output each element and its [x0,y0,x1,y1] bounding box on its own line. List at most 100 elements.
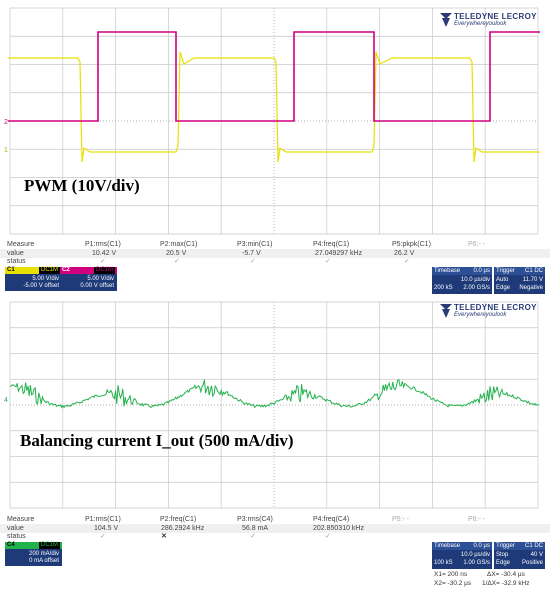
channel-c4-offset: 0 mA offset [29,558,59,564]
teledyne-logo-icon [440,304,452,318]
top-trigger-box[interactable]: Trigger C1 DC Auto 11.70 V Edge Negative [494,267,545,294]
measure-value-row: value 104.5 V 286.2924 kHz 56.8 mA 202.8… [0,524,550,533]
trigger-header [494,267,545,275]
p3-value: -5.7 V [242,250,261,257]
brand-name: TELEDYNE LECROY [454,12,537,21]
c1-pwm-trace [8,51,540,163]
bottom-waveform-display: 4 [4,301,540,509]
channel-c1-name: C1 [7,267,15,273]
trigger-label: Trigger [496,268,515,274]
p4-value: 202.850310 kHz [313,525,364,532]
p3-header[interactable]: P3:rms(C4) [237,516,273,523]
bottom-timebase-box[interactable]: Timebase 0.0 µs 10.0 µs/div 100 kS 1.00 … [432,542,492,569]
trigger-mode: Stop [496,552,509,558]
trigger-channel: C1 DC [524,268,543,274]
p5-value: 26.2 V [394,250,415,257]
top-waveform-display: 2 1 [4,7,540,235]
cursor-inverse-delta: 1/ΔX= -32.9 kHz [482,580,530,587]
p3-header[interactable]: P3:min(C1) [237,241,273,248]
cursor-x1: X1= 200 ns [434,571,468,578]
channel-c4-vdiv: 200 mA/div [28,551,59,557]
timebase-header [432,542,492,550]
timebase-samples: 100 kS [434,560,453,566]
cursor-readout: X1= 200 ns ΔX= -30.4 µs X2= -30.2 µs 1/Δ… [432,571,550,589]
p5-header[interactable]: P5:- - [392,516,410,523]
p1-header[interactable]: P1:rms(C1) [85,241,121,248]
timebase-label: Timebase [434,543,461,549]
channel-c4-box[interactable]: C4 DC1M 200 mA/div 0 mA offset [5,542,62,566]
timebase-position: 0.0 µs [473,268,490,274]
timebase-div: 10.0 µs/div [460,277,490,283]
measure-value-row: value 10.42 V 20.5 V -5.7 V 27.049297 kH… [0,249,550,258]
status-check-icon: ✓ [250,533,256,540]
status-error-icon: ✕ [161,533,167,540]
top-timebase-box[interactable]: Timebase 0.0 µs 10.0 µs/div 200 kS 2.00 … [432,267,492,294]
channel-c2-header [60,267,117,274]
p2-header[interactable]: P2:max(C1) [160,241,198,248]
timebase-position: 0.0 µs [473,543,490,549]
brand-name: TELEDYNE LECROY [454,303,537,312]
top-caption: PWM (10V/div) [24,176,140,195]
c4-ground-marker: 4 [4,397,8,404]
channel-c1-offset: -5.00 V offset [23,283,59,289]
value-label: value [7,250,24,257]
p1-header[interactable]: P1:rms(C1) [85,516,121,523]
c2-pwm-trace [8,31,540,122]
trigger-header [494,542,545,550]
c2-ground-marker: 2 [4,119,8,126]
teledyne-logo-bottom: TELEDYNE LECROY Everywhereyoulook [440,303,550,323]
p1-value: 104.5 V [94,525,119,532]
timebase-rate: 1.00 GS/s [463,560,490,566]
p6-header[interactable]: P6:- - [468,241,486,248]
p1-value: 10.42 V [92,250,117,257]
p2-value: 20.5 V [166,250,187,257]
bottom-scope-screen: 4 TELEDYNE LECROY Everywhereyoulook Bala… [0,296,550,514]
channel-c1-vdiv: 5.00 V/div [32,276,59,282]
cursor-x2: X2= -30.2 µs [434,580,472,587]
value-label: value [7,525,24,532]
trigger-slope: Negative [519,285,543,291]
channel-c4-name: C4 [7,542,15,548]
brand-tagline: Everywhereyoulook [454,21,507,27]
channel-c2-box[interactable]: C2 DC1M 5.00 V/div 0.00 V offset [60,267,117,291]
top-scope-screen: 2 1 TELEDYNE LECROY Everywhereyoulook PW… [0,0,550,240]
p2-header[interactable]: P2:freq(C1) [160,516,197,523]
bottom-caption: Balancing current I_out (500 mA/div) [20,431,294,450]
channel-c4-coupling: DC1M [38,542,60,549]
p4-header[interactable]: P4:freq(C4) [313,516,350,523]
channel-c1-header [5,267,62,274]
status-check-icon: ✓ [325,533,331,540]
measure-status-row: status ✓ ✕ ✓ ✓ [0,532,550,541]
trigger-channel: C1 DC [524,543,543,549]
brand-tagline: Everywhereyoulook [454,312,507,318]
measure-status-row: status ✓ ✓ ✓ ✓ ✓ [0,257,550,266]
bottom-grid [9,301,539,509]
trigger-label: Trigger [496,543,515,549]
measure-label: Measure [7,241,35,248]
status-check-icon: ✓ [325,258,331,265]
teledyne-logo-icon [440,13,452,27]
trigger-level: 11.70 V [522,277,543,283]
top-measure-table: Measure P1:rms(C1) P2:max(C1) P3:min(C1)… [0,240,550,266]
teledyne-logo-top: TELEDYNE LECROY Everywhereyoulook [440,12,550,32]
p6-header[interactable]: P6:- - [468,516,486,523]
status-check-icon: ✓ [100,258,106,265]
timebase-header [432,267,492,275]
p4-header[interactable]: P4:freq(C1) [313,241,350,248]
cursor-delta-x: ΔX= -30.4 µs [487,571,525,578]
channel-c1-box[interactable]: C1 DC1M 5.00 V/div -5.00 V offset [5,267,62,291]
channel-c4-header [5,542,62,549]
status-check-icon: ✓ [250,258,256,265]
p3-value: 56.8 mA [242,525,269,532]
c1-ground-marker: 1 [4,147,8,154]
status-label: status [7,533,26,540]
bottom-measure-table: Measure P1:rms(C1) P2:freq(C1) P3:rms(C4… [0,515,550,541]
bottom-trigger-box[interactable]: Trigger C1 DC Stop 40 V Edge Positive [494,542,545,569]
channel-c2-name: C2 [62,267,70,273]
c4-current-trace [9,378,540,409]
timebase-div: 10.0 µs/div [460,552,490,558]
trigger-level: 40 V [530,552,543,558]
p5-header[interactable]: P5:pkpk(C1) [392,241,431,248]
trigger-mode: Auto [496,277,509,283]
status-check-icon: ✓ [100,533,106,540]
